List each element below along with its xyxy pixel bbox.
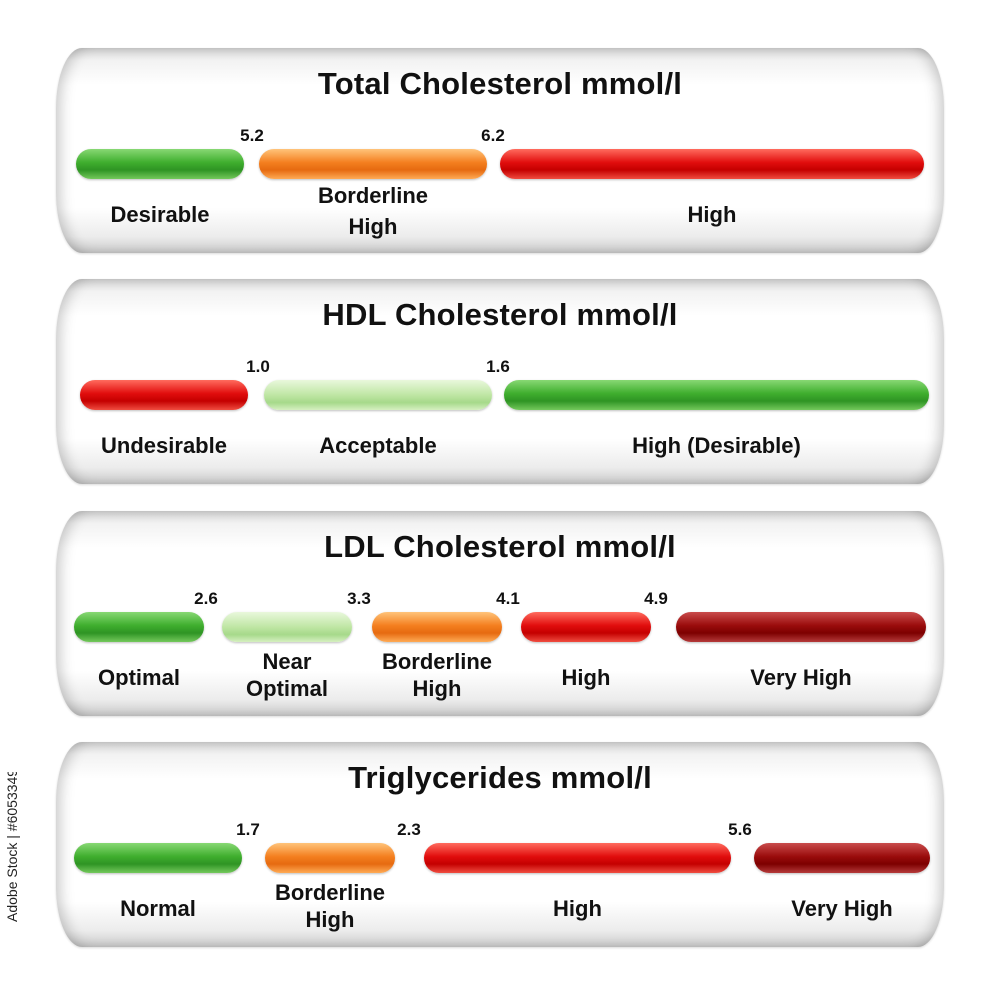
range-label: High (553, 896, 602, 921)
range-bar-very-high (754, 843, 930, 873)
range-label: Undesirable (101, 433, 227, 458)
threshold-label: 1.6 (486, 357, 510, 376)
range-label: Acceptable (319, 433, 437, 458)
threshold-label: 1.0 (246, 357, 270, 376)
range-label: Normal (120, 896, 196, 921)
range-label: Desirable (110, 202, 210, 227)
threshold-label: 3.3 (347, 589, 371, 608)
range-bar-near-optimal (222, 612, 352, 642)
range-label: Borderline High (274, 880, 386, 932)
threshold-label: 4.1 (496, 589, 520, 608)
range-bar-borderline-high (372, 612, 502, 642)
range-label: Very High (750, 665, 852, 690)
range-label: Very High (791, 896, 893, 921)
panel-title: HDL Cholesterol mmol/l (322, 297, 678, 332)
threshold-label: 6.2 (481, 126, 505, 145)
range-bar-very-high (676, 612, 926, 642)
range-bar-borderline-high (259, 149, 487, 179)
range-bar-optimal (74, 612, 204, 642)
ldl-cholesterol-panel: LDL Cholesterol mmol/l 2.6 3.3 4.1 4.9 O… (56, 511, 944, 716)
range-label: Near Optimal (246, 649, 328, 701)
range-bar-high (521, 612, 651, 642)
threshold-label: 2.6 (194, 589, 218, 608)
threshold-label: 5.6 (728, 820, 752, 839)
panel-title: Total Cholesterol mmol/l (317, 66, 683, 101)
range-bar-normal (74, 843, 242, 873)
stock-id-label: Adobe Stock | #60533490 (4, 772, 20, 922)
range-bar-high (424, 843, 731, 873)
threshold-label: 1.7 (236, 820, 260, 839)
triglycerides-panel: Triglycerides mmol/l 1.7 2.3 5.6 Normal … (56, 742, 944, 947)
threshold-label: 4.9 (644, 589, 668, 608)
range-label: Borderline High (381, 649, 493, 701)
range-bar-borderline-high (265, 843, 395, 873)
range-bar-acceptable (264, 380, 492, 410)
range-label: High (561, 665, 611, 690)
total-cholesterol-panel: Total Cholesterol mmol/l 5.2 6.2 Desirab… (56, 48, 944, 253)
range-bar-high (500, 149, 924, 179)
panel-title: LDL Cholesterol mmol/l (324, 529, 676, 564)
threshold-label: 5.2 (240, 126, 264, 145)
range-label: Optimal (98, 665, 180, 690)
threshold-label: 2.3 (397, 820, 421, 839)
range-bar-desirable (76, 149, 244, 179)
range-label: High (Desirable) (632, 433, 801, 458)
range-label: Borderline High (317, 183, 429, 239)
range-bar-undesirable (80, 380, 248, 410)
range-bar-high-desirable (504, 380, 929, 410)
range-label: High (687, 202, 737, 227)
hdl-cholesterol-panel: HDL Cholesterol mmol/l 1.0 1.6 Undesirab… (56, 279, 944, 484)
panel-title: Triglycerides mmol/l (348, 760, 652, 795)
stock-id-text: Adobe Stock | #60533490 (2, 772, 28, 922)
